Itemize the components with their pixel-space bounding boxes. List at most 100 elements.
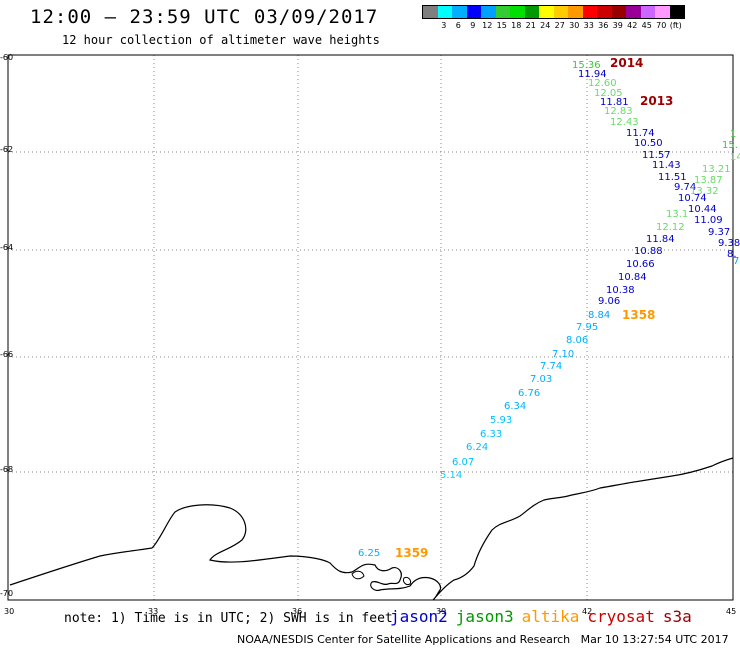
credit-footer: NOAA/NESDIS Center for Satellite Applica… [237,633,729,646]
longitude-label: 45 [726,607,736,616]
wave-height-label: 11.81 [600,97,629,108]
units-note: note: 1) Time is in UTC; 2) SWH is in fe… [64,611,393,626]
wave-height-label: 12.12 [656,222,685,233]
wave-height-label: 10.38 [606,285,635,296]
wave-height-label: 10.44 [688,204,717,215]
color-scale-label: 45 [641,21,652,30]
longitude-labels: 30 33 36 39 42 45 [4,607,736,616]
wave-height-label: 15.36 [572,60,601,71]
track-time-label: 2014 [610,56,643,70]
wave-height-label: 7 [733,256,739,267]
satellite-legend-item: s3a [662,607,692,626]
wave-height-label: 12.60 [588,78,617,89]
wave-height-label: 13.87 [694,175,723,186]
color-scale-label: 9 [470,21,476,30]
color-scale-label: 33 [583,21,594,30]
wave-height-label: 14.8 [730,152,740,163]
color-scale-label: 6 [455,21,461,30]
wave-height-label: 12.83 [604,106,633,117]
wave-height-label: 6.24 [466,442,488,453]
wave-height-label: 7.74 [540,361,562,372]
track-time-label: 2013 [640,94,673,108]
satellite-legend-item: jason2 [390,607,448,626]
satellite-legend-item: jason3 [455,607,514,626]
wave-height-label: 6.33 [480,429,502,440]
wave-height-label: 7.03 [530,374,552,385]
page-subtitle: 12 hour collection of altimeter wave hei… [62,33,380,47]
latitude-label: -68 [0,465,13,474]
color-swatch [655,6,670,18]
wave-height-label: 6.25 [358,548,380,559]
color-swatch [437,6,452,18]
color-swatch [510,6,525,18]
color-scale-label: 27 [554,21,565,30]
wave-height-label: 11.51 [658,172,687,183]
page-title: 12:00 – 23:59 UTC 03/09/2017 [30,6,379,28]
color-swatch [524,6,539,18]
color-swatch [466,6,481,18]
color-swatch [553,6,568,18]
wave-height-label: 5.93 [490,415,512,426]
color-swatch [611,6,626,18]
wave-height-label: 10.50 [634,138,663,149]
wave-height-label: 9.37 [708,227,730,238]
wave-height-label: 8. [727,249,737,260]
color-swatch [423,6,438,18]
color-scale-legend: 3 6 9 12 15 18 21 24 27 30 33 36 39 42 45 70 (ft) [422,5,685,30]
wave-height-label: 10.84 [618,272,647,283]
latitude-label: -64 [0,243,13,252]
color-swatch [597,6,612,18]
color-swatch [495,6,510,18]
wave-height-label: 7.10 [552,349,574,360]
wave-height-label: 6.34 [504,401,526,412]
latitude-label: -60 [0,53,13,62]
longitude-label: 39 [436,607,446,616]
wave-height-label: 12.43 [610,117,639,128]
longitude-label: 30 [4,607,14,616]
wave-height-label: 13.1 [666,209,688,220]
lat-lon-grid [8,55,733,600]
wave-height-label: 8.06 [566,335,588,346]
color-swatch [568,6,583,18]
island-outline [351,570,411,585]
color-scale-label: 42 [627,21,638,30]
latitude-label: -66 [0,350,13,359]
wave-height-label: 6.07 [452,457,474,468]
track-time-label: 1358 [622,308,655,322]
map-frame [7,54,734,601]
color-swatch [481,6,496,18]
wave-height-label: 8.84 [588,310,610,321]
color-swatch [452,6,467,18]
color-scale-label: 3 [441,21,447,30]
latitude-labels: -60 -62 -64 -66 -68 -70 [0,53,13,598]
color-scale-bar [422,5,685,19]
color-swatch [640,6,655,18]
wave-height-label: 11.84 [646,234,675,245]
wave-height-label: 9.38 [718,238,740,249]
wave-height-label: 11.94 [578,69,607,80]
latitude-label: -62 [0,145,13,154]
wave-height-label: 12.05 [594,88,623,99]
color-scale-labels: 3 6 9 12 15 18 21 24 27 30 33 36 39 42 45 70 (ft) [422,21,685,30]
wave-height-label: 9.74 [674,182,696,193]
color-swatch [582,6,597,18]
color-swatch [626,6,641,18]
color-scale-label: 15 [496,21,507,30]
color-scale-label: 36 [598,21,609,30]
wave-height-values: 15.3611.9412.6012.0511.8112.8312.4311.74… [358,60,740,559]
color-scale-label: 70 [656,21,667,30]
color-scale-label: 12 [482,21,493,30]
color-scale-label: 39 [612,21,623,30]
color-swatch [539,6,554,18]
color-swatch [669,6,684,18]
wave-height-label: 5.14 [440,470,462,481]
longitude-label: 33 [148,607,158,616]
wave-height-label: 9.06 [598,296,620,307]
wave-height-label: 10.66 [626,259,655,270]
color-scale-label: 24 [540,21,551,30]
track-time-label: 1359 [395,546,428,560]
satellite-legend: jason2 jason3 altika cryosat s3a [390,607,700,626]
wave-height-label: 7.95 [576,322,598,333]
wave-height-label: 11.43 [652,160,681,171]
